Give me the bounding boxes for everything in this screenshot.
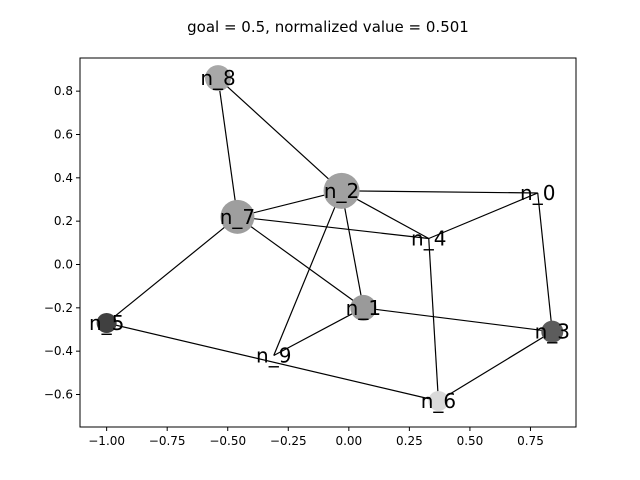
edge-n_1-n_9 — [273, 307, 364, 357]
node-label-n_8: n_8 — [200, 66, 235, 90]
x-tick-label: −0.25 — [270, 434, 307, 448]
node-n_3 — [541, 320, 564, 343]
edge-n_2-n_9 — [273, 190, 343, 356]
node-label-n_4: n_4 — [411, 226, 446, 250]
edges-layer — [106, 77, 553, 402]
edge-n_2-n_1 — [340, 190, 364, 308]
x-tick-label: −0.75 — [149, 434, 186, 448]
node-n_1 — [350, 294, 377, 321]
edge-n_7-n_5 — [106, 216, 238, 324]
node-label-n_0: n_0 — [520, 181, 555, 205]
node-labels-layer: n_0 n_1 n_2 n_3 n_4 n_5 n_6 n_7 n_8 n_9 — [89, 66, 570, 413]
node-n_7 — [220, 199, 255, 234]
edge-n_7-n_1 — [237, 216, 364, 309]
node-label-n_7: n_7 — [220, 205, 255, 229]
y-axis-ticks: −0.6 −0.4 −0.2 0.0 0.2 0.4 0.6 0.8 — [44, 84, 80, 401]
node-label-n_2: n_2 — [324, 179, 359, 203]
y-tick-label: 0.6 — [54, 127, 73, 141]
x-axis-ticks: −1.00 −0.75 −0.50 −0.25 0.00 0.25 0.50 0.75 — [88, 427, 544, 448]
edge-n_8-n_2 — [217, 77, 342, 192]
edge-n_7-n_4 — [237, 216, 429, 240]
x-tick-label: 0.50 — [457, 434, 484, 448]
axes-frame — [79, 57, 577, 428]
node-n_2 — [323, 172, 360, 209]
edge-n_4-n_6 — [428, 238, 440, 402]
edge-n_3-n_6 — [438, 331, 553, 402]
node-label-n_6: n_6 — [421, 389, 456, 413]
edge-n_5-n_6 — [106, 322, 439, 402]
x-tick-label: −1.00 — [88, 434, 125, 448]
nodes-layer — [96, 65, 564, 411]
y-tick-label: −0.2 — [44, 301, 73, 315]
edge-n_8-n_7 — [217, 78, 239, 217]
y-tick-label: 0.8 — [54, 84, 73, 98]
x-tick-label: 0.75 — [517, 434, 544, 448]
y-tick-label: −0.4 — [44, 344, 73, 358]
node-label-n_5: n_5 — [89, 311, 124, 335]
chart-title: goal = 0.5, normalized value = 0.501 — [187, 18, 469, 36]
edge-n_0-n_3 — [537, 192, 553, 332]
y-tick-label: 0.2 — [54, 214, 73, 228]
x-tick-label: 0.25 — [396, 434, 423, 448]
node-label-n_3: n_3 — [535, 320, 570, 344]
node-label-n_1: n_1 — [346, 296, 381, 320]
x-tick-label: −0.50 — [209, 434, 246, 448]
node-n_6 — [428, 390, 449, 411]
edge-n_2-n_0 — [341, 190, 538, 194]
y-tick-label: −0.6 — [44, 387, 73, 401]
node-label-n_9: n_9 — [256, 343, 291, 367]
y-tick-label: 0.0 — [54, 257, 73, 271]
y-tick-label: 0.4 — [54, 171, 73, 185]
edge-n_0-n_4 — [428, 192, 538, 240]
x-tick-label: 0.00 — [335, 434, 362, 448]
node-n_5 — [96, 312, 117, 333]
node-n_8 — [205, 65, 232, 92]
edge-n_1-n_3 — [363, 307, 553, 333]
